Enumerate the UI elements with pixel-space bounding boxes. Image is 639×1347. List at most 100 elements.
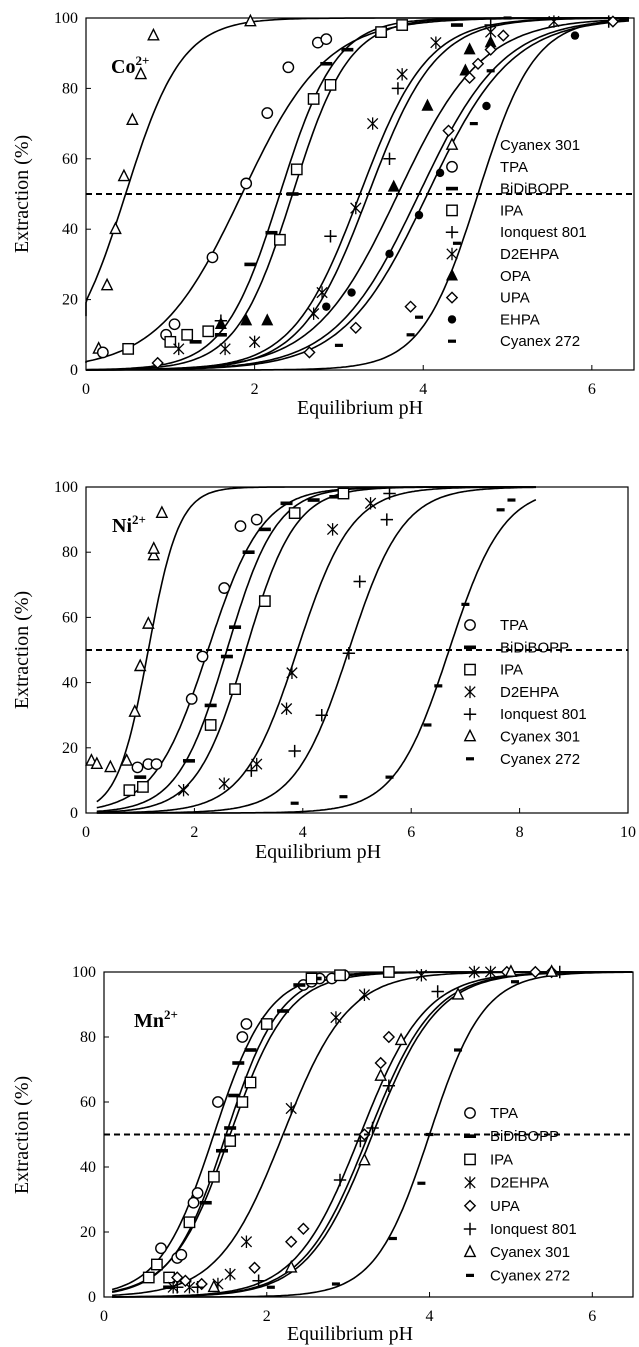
data-point — [177, 783, 190, 797]
data-point — [417, 1181, 426, 1185]
data-point — [104, 759, 117, 773]
fit-curve — [86, 17, 629, 371]
data-point — [334, 343, 343, 347]
data-point — [334, 969, 346, 982]
data-point — [168, 318, 181, 331]
legend-marker — [445, 226, 459, 239]
data-point — [570, 31, 580, 40]
legend-label: TPA — [500, 159, 528, 176]
data-point — [529, 965, 542, 979]
data-point — [396, 19, 409, 31]
data-point — [274, 233, 286, 246]
data-point — [423, 723, 432, 727]
data-point — [191, 1187, 204, 1199]
legend-marker — [466, 1273, 474, 1277]
data-point — [155, 1242, 167, 1255]
data-point — [117, 168, 131, 182]
x-tick-label: 0 — [82, 824, 90, 841]
data-point — [261, 313, 274, 326]
legend-label: Cyanex 272 — [500, 333, 580, 350]
data-point — [553, 965, 566, 979]
legend-marker — [463, 1222, 477, 1236]
legend-label: BiDiBOPP — [500, 639, 569, 656]
data-point — [341, 47, 354, 52]
data-point — [468, 965, 480, 979]
data-point — [150, 758, 163, 770]
legend-marker — [464, 1107, 476, 1119]
legend-marker — [463, 1244, 477, 1258]
data-point — [497, 29, 510, 42]
data-point — [137, 781, 149, 793]
x-tick-label: 2 — [251, 381, 259, 398]
data-point — [374, 1056, 387, 1070]
data-point — [219, 342, 231, 356]
y-tick-label: 100 — [72, 964, 96, 981]
data-point — [394, 1032, 408, 1046]
data-point — [471, 57, 485, 70]
data-point — [181, 328, 194, 341]
y-tick-label: 0 — [70, 362, 78, 379]
legend-label: Ionquest 801 — [490, 1221, 577, 1238]
x-tick-label: 2 — [190, 824, 198, 841]
data-point — [451, 986, 465, 1000]
data-point — [240, 1018, 253, 1030]
x-axis-label: Equilibrium pH — [297, 397, 423, 419]
x-tick-label: 10 — [620, 824, 636, 841]
data-point — [258, 595, 271, 608]
data-point — [307, 498, 320, 502]
data-point — [385, 249, 394, 259]
y-tick-label: 0 — [70, 805, 78, 822]
legend: TPA BiDiBOPP IPA D2EHPA Ionquest 801 Cyanex 3… — [463, 617, 587, 768]
data-point — [454, 1048, 463, 1052]
legend-marker — [448, 339, 456, 343]
data-point — [155, 505, 169, 518]
data-point — [469, 122, 478, 126]
data-point — [126, 112, 139, 125]
data-point — [391, 82, 405, 95]
data-point — [214, 316, 227, 329]
data-point — [147, 541, 161, 554]
data-point — [228, 1093, 241, 1098]
data-point — [548, 15, 560, 28]
data-point — [484, 965, 497, 979]
data-point — [463, 71, 476, 85]
y-tick-label: 20 — [62, 292, 78, 309]
fit-curve — [96, 486, 536, 803]
data-point — [350, 201, 362, 215]
data-point — [277, 1009, 290, 1013]
data-point — [236, 1031, 249, 1043]
data-point — [396, 68, 408, 81]
legend-label: D2EHPA — [490, 1175, 549, 1192]
legend-label: Cyanex 301 — [500, 137, 580, 154]
data-point — [173, 342, 185, 356]
x-tick-label: 4 — [419, 381, 427, 398]
data-point — [380, 513, 394, 526]
fit-curves — [96, 486, 537, 814]
data-point — [288, 744, 301, 758]
data-point — [510, 980, 519, 984]
data-point — [288, 507, 301, 519]
data-point — [220, 654, 233, 659]
legend-marker — [464, 1134, 476, 1138]
x-tick-label: 4 — [299, 824, 307, 841]
y-tick-label: 60 — [62, 609, 78, 626]
legend-label: OPA — [500, 268, 531, 285]
data-point — [150, 1258, 163, 1271]
legend-label: EHPA — [500, 311, 540, 328]
data-point — [316, 286, 328, 299]
data-point — [326, 523, 339, 536]
data-point — [204, 703, 217, 708]
data-point — [214, 333, 227, 337]
legend-label: BiDiBOPP — [490, 1128, 559, 1145]
data-point — [218, 582, 231, 594]
data-point — [450, 23, 463, 27]
data-point — [202, 325, 215, 338]
y-tick-label: 80 — [80, 1029, 96, 1046]
data-point — [244, 1076, 257, 1089]
legend-marker — [464, 1176, 476, 1189]
data-point — [330, 1011, 342, 1024]
y-tick-label: 100 — [54, 479, 78, 496]
chart-panel-ni: Ni2+ 0 20 40 60 80 100 0 2 4 6 8 10 Equi… — [11, 479, 636, 863]
data-point — [248, 335, 261, 349]
legend-marker — [463, 1199, 477, 1212]
